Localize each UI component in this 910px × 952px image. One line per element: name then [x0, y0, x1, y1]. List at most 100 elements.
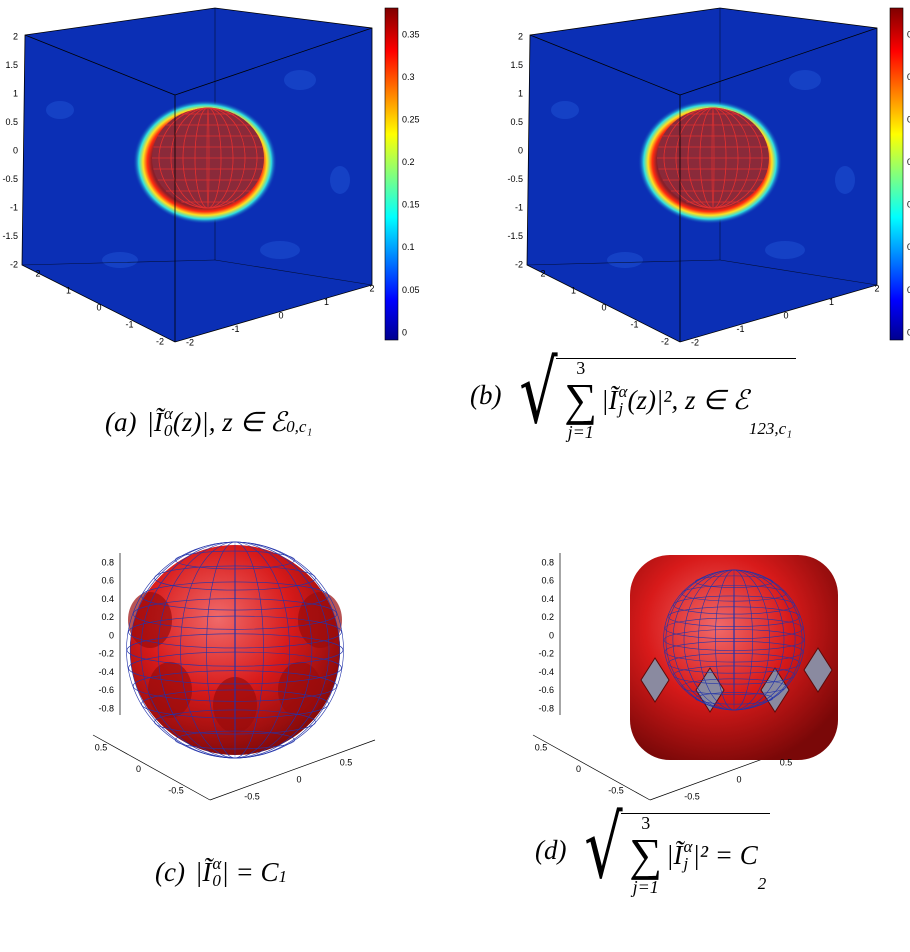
z-tick-label: 0.2 [101, 612, 114, 622]
z-tick-label: 1.5 [510, 60, 523, 70]
z-tick-label: 0.4 [541, 594, 554, 604]
caption: (b)√3∑j=1|Ĩαj(z)|², z ∈ ℰ123,c₁ [470, 350, 796, 441]
colorbar-tick-label: 0.2 [402, 157, 415, 167]
z-tick-label: -1 [515, 202, 523, 212]
y-tick-label: 2 [369, 283, 374, 293]
x-tick-label: -2 [661, 336, 669, 346]
field-patch [284, 70, 316, 90]
caption-label: (c) [155, 857, 185, 888]
z-tick-label: -0.8 [538, 703, 554, 713]
colorbar-tick-label: 0.05 [402, 285, 420, 295]
sum-lower: j=1 [633, 878, 659, 896]
z-tick-label: 0 [518, 145, 523, 155]
surface-lobe [148, 662, 192, 718]
z-tick-label: 0.6 [101, 576, 114, 586]
z-tick-label: 1.5 [5, 60, 18, 70]
expr-rest-sub: 123,c₁ [749, 419, 792, 439]
expr-base: |Ĩ [195, 857, 211, 888]
z-tick-label: -1.5 [507, 231, 523, 241]
z-tick-label: -0.5 [507, 174, 523, 184]
z-tick-label: -0.5 [2, 174, 18, 184]
expr-rest-sub: 2 [758, 874, 767, 894]
field-patch [835, 166, 855, 194]
z-tick-label: -2 [10, 259, 18, 269]
x-tick-label: 1 [66, 285, 71, 295]
z-tick-label: -1.5 [2, 231, 18, 241]
x-tick-label: 0.5 [535, 742, 548, 752]
y-tick-label: 2 [874, 283, 879, 293]
expr-sub: j [619, 400, 628, 417]
expr-sup: α [619, 383, 628, 400]
z-tick-label: 2 [13, 31, 18, 41]
field-patch [607, 252, 643, 268]
expr-rest-sub: 1 [278, 867, 287, 887]
z-tick-label: 0.5 [5, 117, 18, 127]
y-tick-label: -2 [691, 337, 699, 347]
caption-label: (d) [535, 835, 566, 866]
y-tick-label: 0.5 [780, 757, 793, 767]
sub-sup: α0 [212, 855, 221, 889]
sum-symbol: ∑ [564, 377, 597, 423]
y-tick-label: 0 [296, 774, 301, 784]
x-tick-label: 0 [136, 764, 141, 774]
expr-sub: 0 [164, 422, 173, 439]
panel-b-plot: 21.510.50-0.5-1-1.5-2210-1-2-2-101200.05… [507, 8, 910, 347]
x-tick-label: 0 [601, 302, 606, 312]
z-tick-label: 0.8 [101, 557, 114, 567]
x-tick-label: -2 [156, 336, 164, 346]
z-tick-label: 0.2 [541, 612, 554, 622]
z-tick-label: -0.6 [538, 685, 554, 695]
panel-c-plot: 0.80.60.40.20-0.2-0.4-0.6-0.80.50-0.5-0.… [93, 542, 375, 801]
x-tick-label: -1 [630, 319, 638, 329]
expr-sup: α [212, 855, 221, 872]
expr-base: |Ĩ [601, 385, 617, 416]
z-tick-label: 0.4 [101, 594, 114, 604]
z-tick-label: 0 [13, 145, 18, 155]
expr-sub: j [684, 855, 693, 872]
z-tick-label: 0.6 [541, 576, 554, 586]
radical-sign: √ [520, 350, 558, 441]
sum: 3∑j=1 [629, 814, 662, 896]
colorbar [385, 8, 398, 340]
sum-symbol: ∑ [629, 832, 662, 878]
y-tick-label: -1 [231, 324, 239, 334]
y-tick-label: 0 [278, 310, 283, 320]
radical-sign: √ [585, 805, 623, 896]
y-tick-label: -0.5 [684, 791, 700, 801]
colorbar-tick-label: 0.25 [402, 115, 420, 125]
y-tick-label: 1 [829, 297, 834, 307]
expr-sub: 0 [212, 872, 221, 889]
z-tick-label: 0 [109, 630, 114, 640]
colorbar-tick-label: 0.15 [402, 200, 420, 210]
expr-sup: α [164, 405, 173, 422]
colorbar-tick-label: 0.1 [402, 242, 415, 252]
figure: 2 1.5 1 0.5 0 -0.5 -1 -1.5 -2 2 1 0 -1 -2 -2 -1 0 1 2 0 0.05… [0, 0, 910, 952]
x-tick-label: 2 [35, 268, 40, 278]
field-patch [789, 70, 821, 90]
y-tick-label: 0.5 [340, 757, 353, 767]
expr-rest: | = C [221, 857, 278, 888]
z-tick-label: 0.8 [541, 557, 554, 567]
y-tick-label: 1 [324, 297, 329, 307]
expr-rest: (z)|², z ∈ ℰ [627, 385, 748, 416]
z-tick-label: -0.6 [98, 685, 114, 695]
surface-lobe [213, 677, 257, 733]
sum: 3∑j=1 [564, 359, 597, 441]
expr-base: |Ĩ [146, 407, 162, 438]
y-tick-label: -0.5 [244, 791, 260, 801]
x-tick-label: 0.5 [95, 742, 108, 752]
field-patch [765, 241, 805, 259]
panel-a-plot: 21.510.50-0.5-1-1.5-2210-1-2-2-101200.05… [2, 8, 419, 347]
z-tick-label: 1 [518, 88, 523, 98]
colorbar-tick-label: 0.3 [402, 72, 415, 82]
z-tick-label: -2 [515, 259, 523, 269]
x-tick-label: 0 [576, 764, 581, 774]
y-tick-label: -2 [186, 337, 194, 347]
expr-base: |Ĩ [666, 840, 682, 871]
